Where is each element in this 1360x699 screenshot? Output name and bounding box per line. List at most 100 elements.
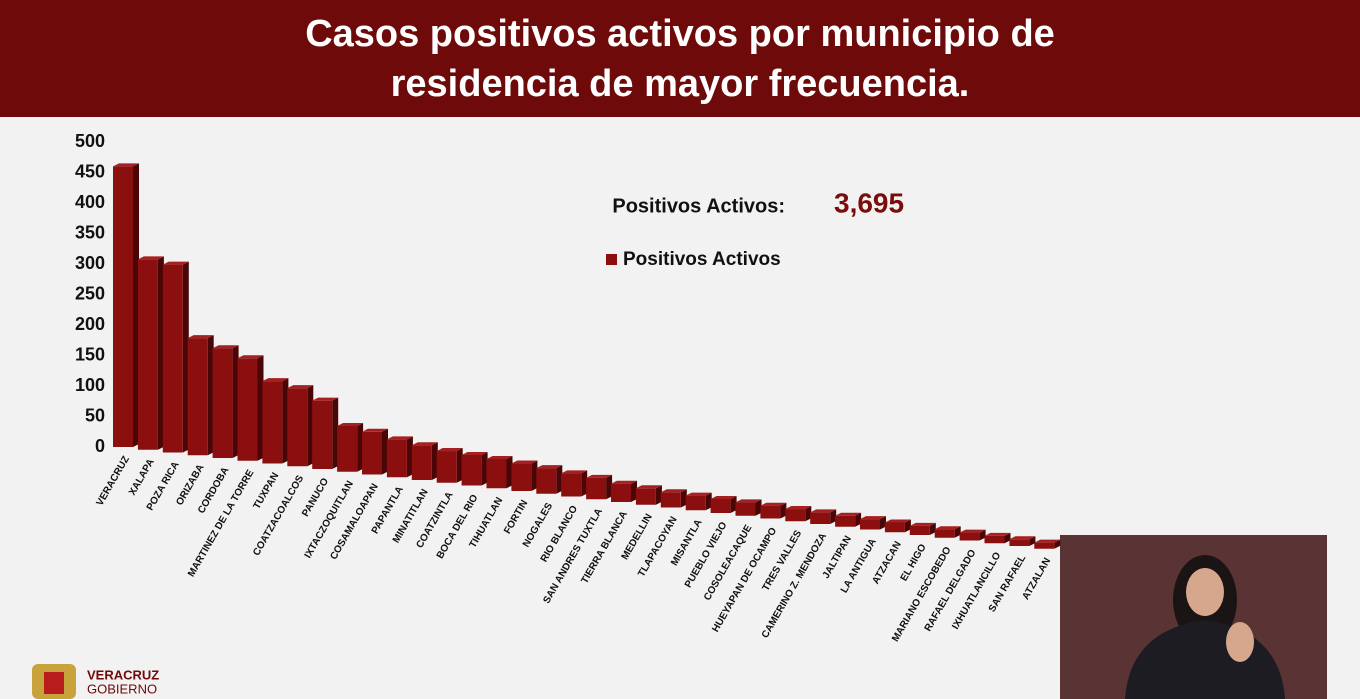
bar-top: [909, 522, 936, 526]
y-tick-label: 200: [75, 314, 105, 334]
bar: [137, 259, 158, 450]
bar-side: [904, 519, 911, 533]
legend-label: Positivos Activos: [623, 249, 781, 270]
bar-top: [635, 485, 662, 489]
bar-side: [954, 526, 961, 538]
bar-top: [959, 529, 986, 533]
bar-side: [282, 378, 289, 464]
bar: [312, 400, 333, 469]
bar-side: [506, 455, 513, 489]
bar-top: [934, 526, 961, 530]
x-tick-label: XALAPA: [127, 457, 157, 497]
bar-top: [685, 492, 712, 496]
bar-side: [705, 492, 712, 511]
header-band: [0, 0, 1360, 117]
bar-top: [984, 532, 1011, 536]
bar-top: [461, 452, 488, 455]
x-tick-label: TUXPAN: [252, 471, 282, 511]
bar-top: [785, 506, 812, 510]
interpreter-video: [1060, 535, 1327, 699]
bar: [785, 509, 806, 522]
y-tick-label: 250: [75, 283, 105, 303]
bar-side: [456, 448, 463, 483]
bar-side: [581, 470, 588, 497]
bar-top: [162, 261, 189, 265]
bar-side: [655, 485, 662, 505]
bar: [635, 488, 656, 505]
bar: [511, 463, 532, 491]
legend-swatch: [606, 254, 617, 265]
bar-top: [486, 455, 513, 459]
bar: [810, 512, 831, 524]
bar-top: [337, 423, 364, 426]
y-tick-label: 100: [75, 375, 105, 395]
x-tick-label: IXHUATLANCILLO: [950, 550, 1003, 631]
bar: [586, 477, 607, 500]
bar-side: [805, 506, 812, 522]
y-tick-label: 300: [75, 253, 105, 273]
bar-side: [631, 480, 637, 502]
bar-top: [810, 509, 837, 513]
bar-top: [1034, 539, 1061, 543]
bar-side: [431, 442, 438, 480]
bar-top: [660, 489, 687, 493]
bar: [262, 381, 283, 464]
bar-top: [362, 428, 388, 432]
x-tick-label: COSAMALOAPAN: [328, 482, 380, 562]
bar: [1034, 542, 1055, 549]
y-tick-label: 50: [85, 405, 105, 425]
bar-top: [137, 256, 164, 260]
bar-side: [406, 436, 413, 478]
bar-top: [760, 502, 787, 506]
x-tick-label: COATZACOALCOS: [251, 473, 306, 558]
bar-side: [382, 428, 388, 475]
bar: [237, 358, 258, 461]
title-line: residencia de mayor frecuencia.: [391, 63, 970, 105]
bar-top: [611, 480, 637, 484]
bar-side: [357, 423, 364, 472]
bar-top: [436, 448, 463, 452]
bar-top: [312, 397, 339, 401]
logo-text: VERACRUZ: [87, 667, 159, 682]
x-tick-label: IXTACZOQUITLAN: [303, 479, 356, 560]
y-tick-label: 500: [75, 131, 105, 151]
bar-side: [307, 385, 314, 467]
face: [1186, 568, 1224, 616]
bar: [162, 264, 183, 453]
logo-emblem-inner: [44, 672, 64, 694]
bar-top: [386, 436, 413, 440]
bar: [287, 388, 308, 467]
y-tick-label: 450: [75, 161, 105, 181]
bar: [337, 426, 358, 472]
bar-side: [481, 452, 488, 486]
x-tick-label: EL HIGO: [899, 542, 929, 583]
bar: [461, 455, 482, 486]
bar: [909, 525, 930, 535]
y-tick-label: 350: [75, 222, 105, 242]
bar-top: [511, 460, 538, 464]
logo-text: GOBIERNO: [87, 681, 157, 696]
bar: [760, 505, 781, 519]
bar-top: [411, 442, 438, 446]
bar-side: [730, 495, 737, 513]
bar: [187, 338, 208, 456]
bar-top: [835, 512, 862, 516]
logo: VERACRUZ GOBIERNO: [32, 664, 159, 699]
bar: [660, 492, 681, 508]
title-line: Casos positivos activos por municipio de: [305, 13, 1055, 55]
bar: [611, 483, 631, 502]
bar-top: [586, 474, 613, 478]
bar: [561, 473, 582, 497]
bar-side: [157, 256, 164, 450]
y-tick-label: 400: [75, 192, 105, 212]
bar-top: [536, 465, 563, 469]
bar-side: [332, 397, 339, 469]
bar-side: [207, 335, 214, 456]
bar: [860, 519, 880, 530]
annotation-label: Positivos Activos:: [612, 195, 785, 217]
bar-side: [531, 460, 538, 491]
bar: [959, 532, 980, 541]
hand: [1226, 622, 1254, 662]
bar: [984, 535, 1005, 544]
